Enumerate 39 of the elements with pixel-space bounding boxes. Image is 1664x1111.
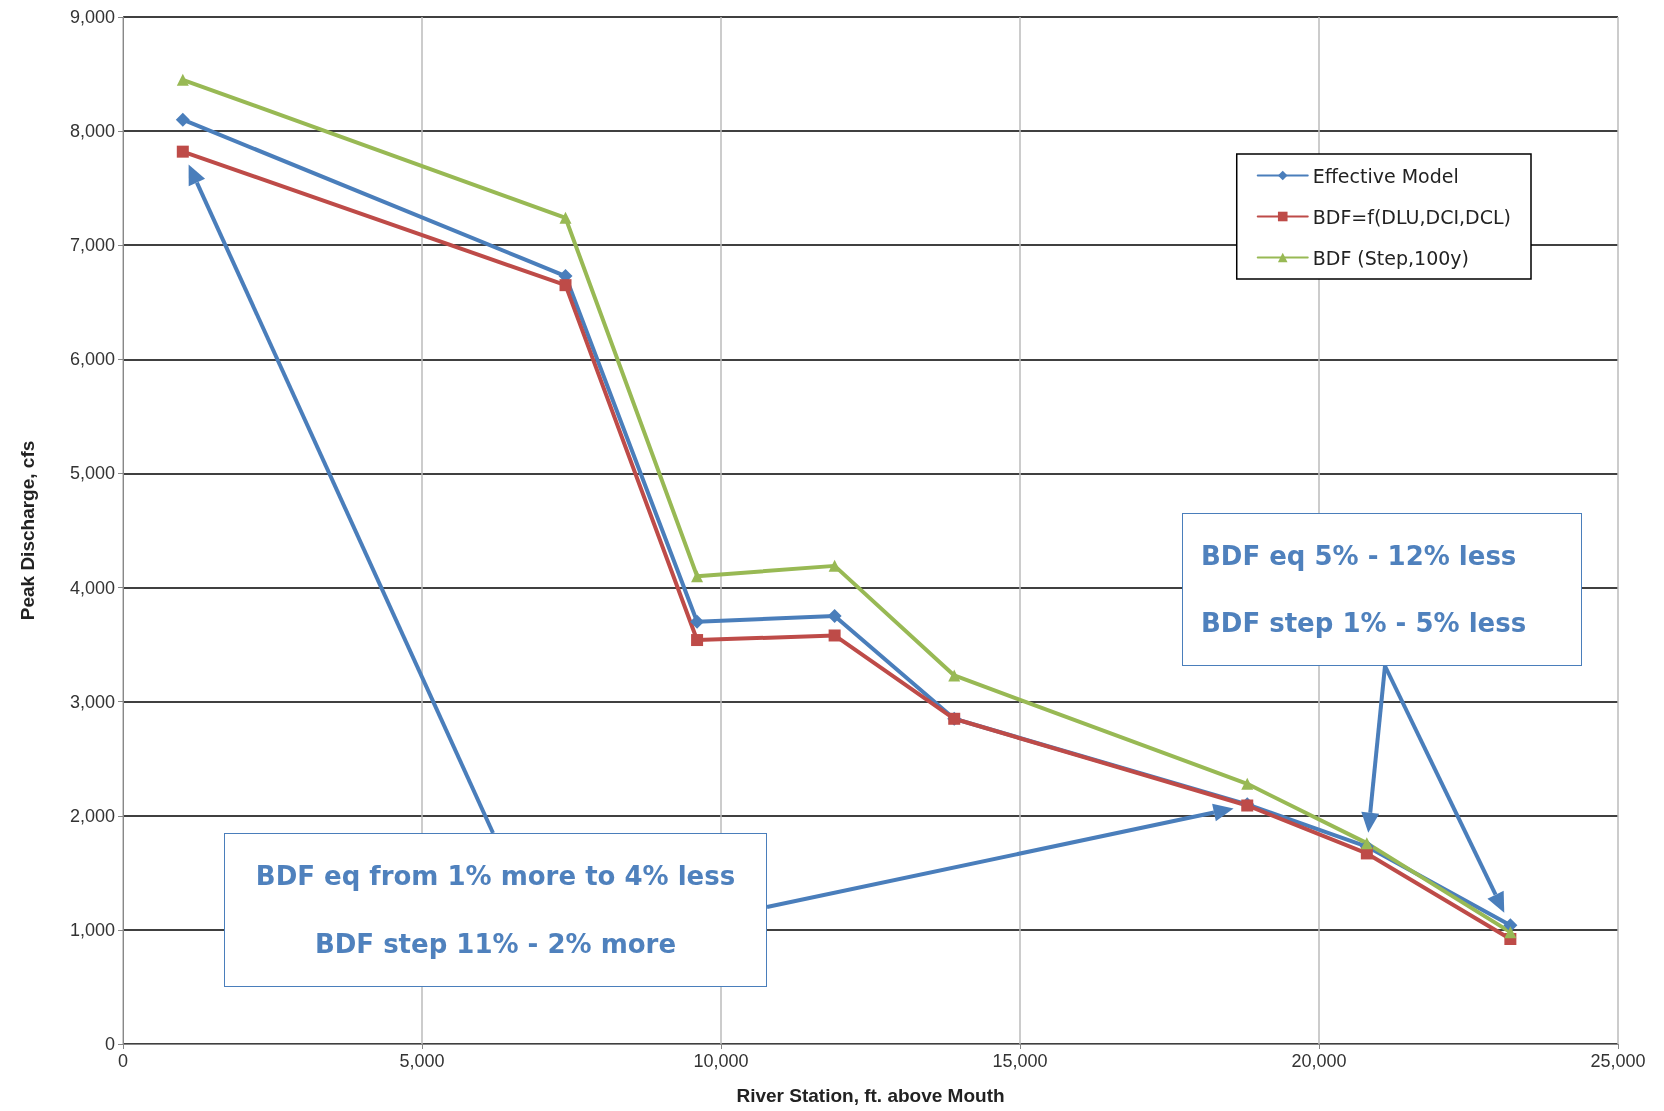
x-tick-label: 25,000 [1590,1051,1646,1071]
point [691,634,704,647]
annotation: BDF eq from 1% more to 4% less [254,861,737,891]
point [559,211,572,224]
x-tick-label: 5,000 [399,1051,445,1071]
annotation: BDF eq 5% - 12% less [1201,540,1518,571]
point [691,570,704,583]
point [828,629,841,642]
point [176,73,189,86]
point [175,112,190,127]
y-tick-label: 6,000 [69,349,115,370]
point [1360,837,1373,850]
y-tick-label: 0 [104,1034,115,1054]
point [1241,777,1254,790]
y-tick-label: 7,000 [69,235,115,256]
legend-label: Effective Model [1312,164,1459,187]
point [1504,926,1517,939]
annotation: BDF step 11% - 2% more [313,929,678,959]
y-tick-label: 4,000 [69,577,115,598]
y-tick-label: 3,000 [69,691,115,712]
annotation: BDF step 1% - 5% less [1201,608,1528,639]
point [827,609,842,624]
point [559,279,572,292]
x-tick-label: 0 [117,1051,129,1071]
legend-label: BDF=f(DLU,DCI,DCL) [1312,205,1512,228]
point [176,145,189,158]
y-axis-title: Peak Discharge, cfs [17,440,38,621]
x-tick-label: 10,000 [693,1051,749,1071]
y-tick-label: 5,000 [69,463,115,484]
y-tick-label: 1,000 [69,919,115,940]
y-tick-label: 2,000 [69,805,115,826]
x-tick-label: 15,000 [992,1051,1048,1071]
y-tick-label: 9,000 [69,7,115,27]
legend-label: BDF (Step,100y) [1312,246,1470,269]
y-tick-label: 8,000 [69,121,115,142]
point [948,669,961,682]
point [690,614,705,629]
x-axis-title: River Station, ft. above Mouth [736,1085,1005,1106]
x-tick-label: 20,000 [1291,1051,1347,1071]
